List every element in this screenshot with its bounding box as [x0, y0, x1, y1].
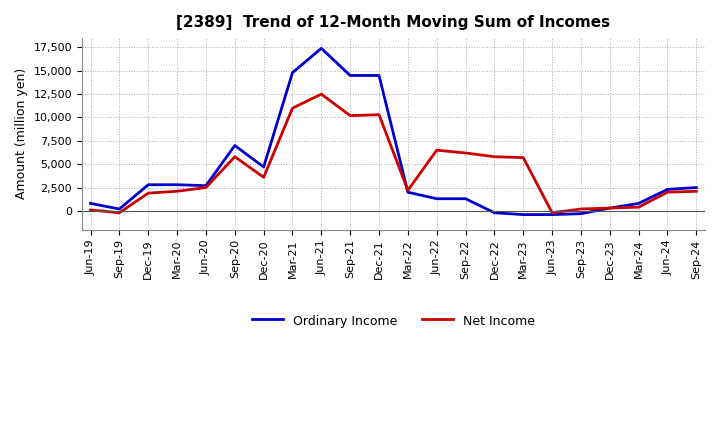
Ordinary Income [173, 182, 181, 187]
Line: Ordinary Income: Ordinary Income [91, 48, 696, 215]
Ordinary Income [259, 165, 268, 170]
Ordinary Income [548, 212, 557, 217]
Ordinary Income [230, 143, 239, 148]
Net Income [548, 210, 557, 216]
Ordinary Income [634, 201, 643, 206]
Net Income [346, 113, 354, 118]
Ordinary Income [490, 210, 499, 216]
Net Income [577, 206, 585, 212]
Net Income [317, 92, 325, 97]
Net Income [519, 155, 528, 160]
Net Income [288, 106, 297, 111]
Net Income [86, 207, 95, 213]
Ordinary Income [462, 196, 470, 202]
Ordinary Income [663, 187, 672, 192]
Net Income [230, 154, 239, 159]
Net Income [144, 191, 153, 196]
Net Income [403, 188, 412, 193]
Net Income [663, 190, 672, 195]
Net Income [202, 185, 210, 190]
Net Income [692, 189, 701, 194]
Net Income [462, 150, 470, 156]
Net Income [433, 147, 441, 153]
Net Income [115, 210, 124, 216]
Ordinary Income [202, 183, 210, 188]
Ordinary Income [317, 46, 325, 51]
Ordinary Income [433, 196, 441, 202]
Ordinary Income [115, 206, 124, 212]
Ordinary Income [144, 182, 153, 187]
Net Income [374, 112, 383, 117]
Ordinary Income [346, 73, 354, 78]
Net Income [490, 154, 499, 159]
Ordinary Income [519, 212, 528, 217]
Net Income [606, 205, 614, 211]
Ordinary Income [606, 205, 614, 211]
Line: Net Income: Net Income [91, 94, 696, 213]
Ordinary Income [288, 70, 297, 75]
Net Income [634, 205, 643, 210]
Ordinary Income [577, 211, 585, 216]
Ordinary Income [86, 201, 95, 206]
Net Income [259, 175, 268, 180]
Title: [2389]  Trend of 12-Month Moving Sum of Incomes: [2389] Trend of 12-Month Moving Sum of I… [176, 15, 611, 30]
Ordinary Income [692, 185, 701, 190]
Y-axis label: Amount (million yen): Amount (million yen) [15, 68, 28, 199]
Legend: Ordinary Income, Net Income: Ordinary Income, Net Income [246, 308, 541, 334]
Ordinary Income [374, 73, 383, 78]
Net Income [173, 189, 181, 194]
Ordinary Income [403, 190, 412, 195]
